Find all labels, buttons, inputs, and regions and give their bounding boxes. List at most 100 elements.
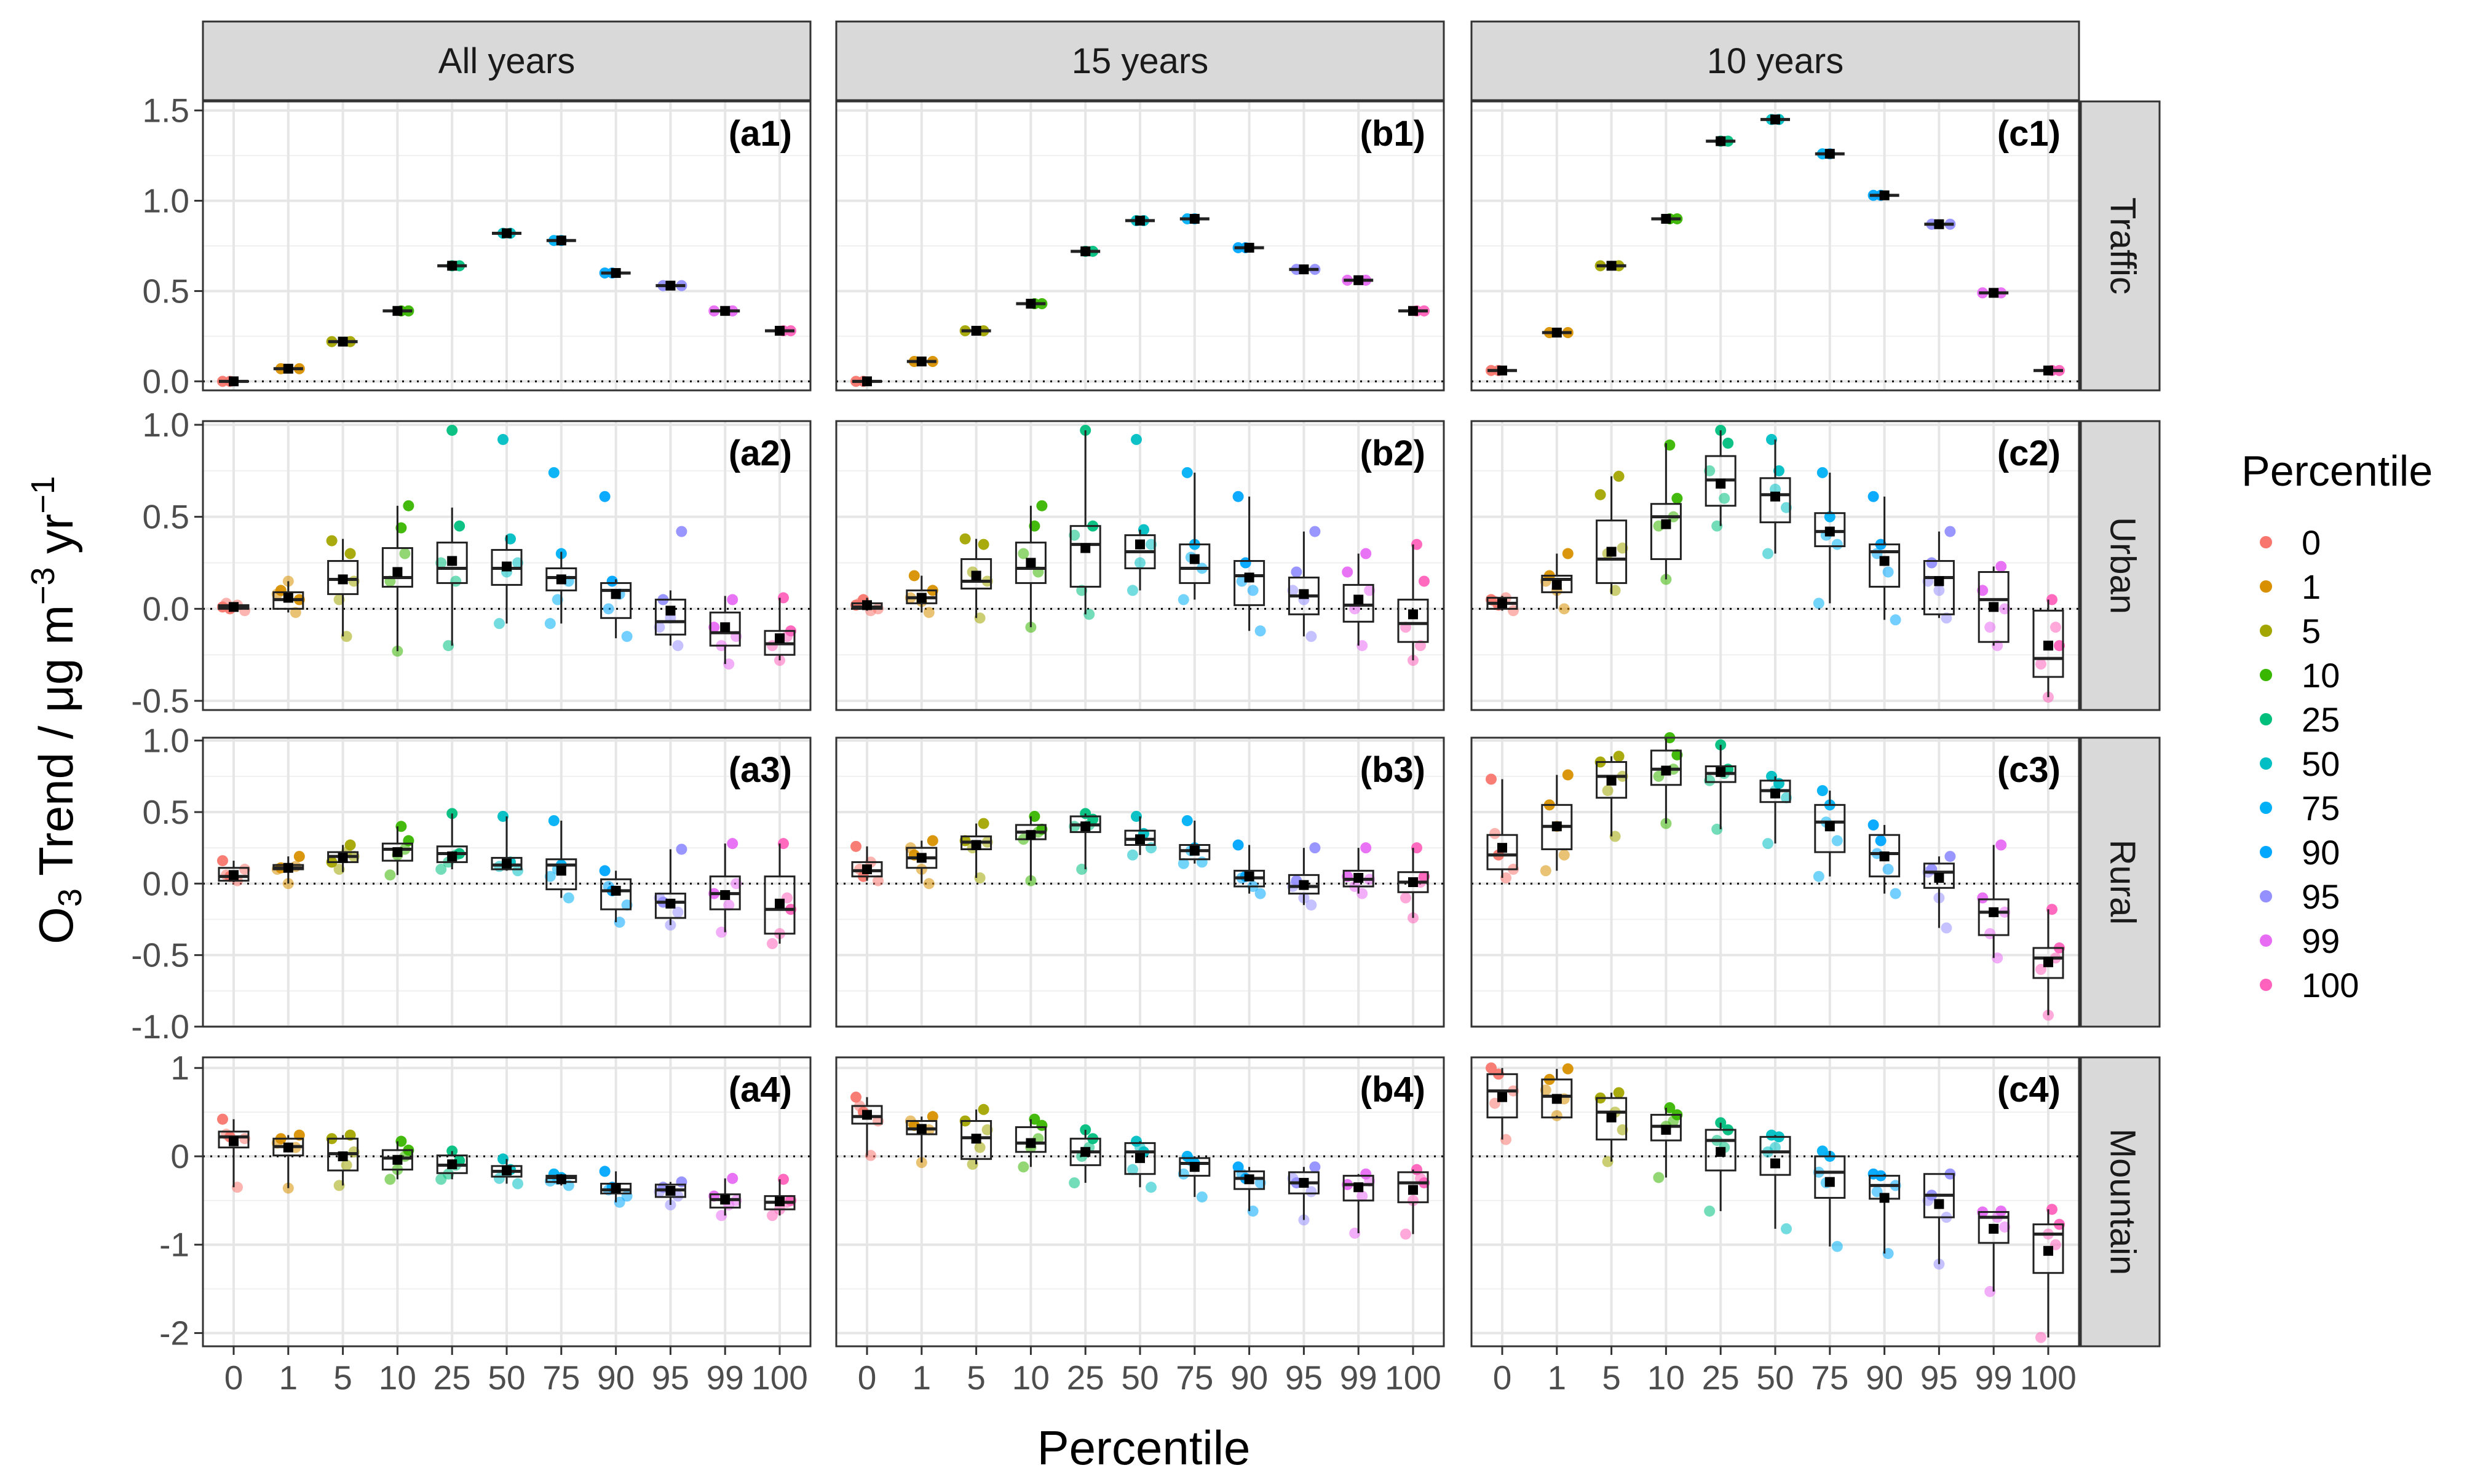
x-tick-label: 5 [333, 1359, 352, 1397]
legend-key [2260, 713, 2272, 725]
legend-label: 90 [2302, 833, 2340, 872]
data-point [672, 640, 684, 652]
mean-marker [775, 898, 785, 909]
mean-marker [1661, 1124, 1671, 1135]
box [1015, 542, 1047, 584]
panel: (a4) [202, 1056, 812, 1348]
mean-marker [1080, 821, 1091, 832]
mean-marker [1244, 242, 1254, 253]
mean-marker [283, 862, 293, 873]
mean-marker [392, 1154, 403, 1165]
data-point [494, 618, 505, 630]
data-point [1867, 819, 1879, 831]
box [2032, 1223, 2064, 1274]
data-point [1704, 1206, 1716, 1217]
box [1342, 1175, 1374, 1202]
mean-marker [1497, 843, 1507, 853]
mean-marker [447, 261, 457, 271]
panel: (c3) [1470, 732, 2080, 1028]
data-point [1400, 1228, 1411, 1240]
x-tick-label: 99 [1975, 1359, 2013, 1397]
mean-marker [1661, 213, 1671, 224]
data-point [1489, 827, 1500, 839]
panel-border [202, 736, 812, 1028]
legend-label: 50 [2302, 744, 2340, 783]
box [1869, 834, 1901, 878]
legend-title: Percentile [2241, 447, 2433, 495]
mean-marker [665, 280, 676, 291]
box [1814, 512, 1846, 548]
panel-tag: (a1) [729, 114, 792, 154]
legend-key [2260, 757, 2272, 770]
box [1486, 834, 1518, 870]
x-tick-label: 95 [1920, 1359, 1958, 1397]
mean-marker [1551, 328, 1562, 337]
x-tick-label: 5 [1602, 1359, 1621, 1397]
mean-marker [1934, 219, 1944, 229]
mean-marker [1497, 1092, 1507, 1102]
mean-marker [1189, 213, 1200, 224]
data-point [1540, 865, 1551, 877]
box [1596, 1097, 1628, 1141]
box [654, 893, 686, 919]
data-point [1254, 888, 1266, 899]
x-tick-label: 75 [1176, 1359, 1213, 1397]
x-tick-label: 25 [1702, 1359, 1740, 1397]
row-strip-label: Rural [2103, 840, 2143, 925]
data-point [978, 1103, 989, 1115]
box [545, 858, 577, 891]
mean-marker [1353, 1182, 1364, 1193]
y-tick-label: -1.0 [131, 1008, 189, 1046]
data-point [1653, 1172, 1665, 1183]
y-tick-label: 0.0 [143, 590, 189, 628]
mean-marker [1244, 572, 1254, 583]
mean-marker [916, 593, 927, 603]
mean-marker [720, 622, 731, 633]
data-point [454, 520, 465, 532]
panel-border [202, 420, 812, 711]
data-point [676, 843, 687, 855]
box [1705, 1129, 1737, 1172]
column-strip [835, 20, 1445, 101]
mean-marker [392, 847, 403, 858]
panel-tag: (b4) [1360, 1070, 1425, 1110]
legend-label: 5 [2302, 612, 2321, 650]
mean-marker [1879, 556, 1890, 566]
box [960, 558, 992, 590]
mean-marker [611, 589, 621, 599]
box [1978, 898, 2010, 936]
data-point [1813, 870, 1824, 882]
x-tick-label: 50 [1121, 1359, 1158, 1397]
x-tick-label: 25 [434, 1359, 471, 1397]
data-point [1562, 769, 1574, 781]
data-point [1309, 1161, 1321, 1173]
box [1596, 761, 1628, 799]
mean-marker [1716, 1147, 1726, 1157]
mean-marker [1770, 491, 1780, 502]
panel-tag: (c2) [1997, 433, 2061, 473]
mean-marker [1408, 877, 1418, 887]
data-point [727, 838, 739, 850]
mean-marker [1770, 1158, 1780, 1169]
mean-marker [338, 336, 348, 347]
mean-marker [1551, 821, 1562, 832]
mean-marker [1189, 1162, 1200, 1172]
legend-key [2260, 580, 2272, 593]
y-tick-label: 1.0 [143, 406, 189, 444]
data-point [767, 938, 778, 950]
mean-marker [338, 1151, 348, 1161]
legend-label: 100 [2302, 966, 2359, 1004]
data-point [2050, 622, 2061, 633]
mean-marker [556, 235, 566, 246]
mean-marker [2043, 641, 2053, 651]
data-point [1558, 849, 1570, 861]
box [1069, 525, 1101, 588]
mean-marker [1299, 1178, 1309, 1188]
data-point [563, 892, 574, 904]
mean-marker [1080, 246, 1091, 256]
box [1923, 560, 1955, 615]
mean-marker [1989, 288, 1999, 298]
legend-label: 99 [2302, 922, 2340, 960]
mean-marker [502, 1165, 512, 1175]
box [2032, 947, 2064, 979]
